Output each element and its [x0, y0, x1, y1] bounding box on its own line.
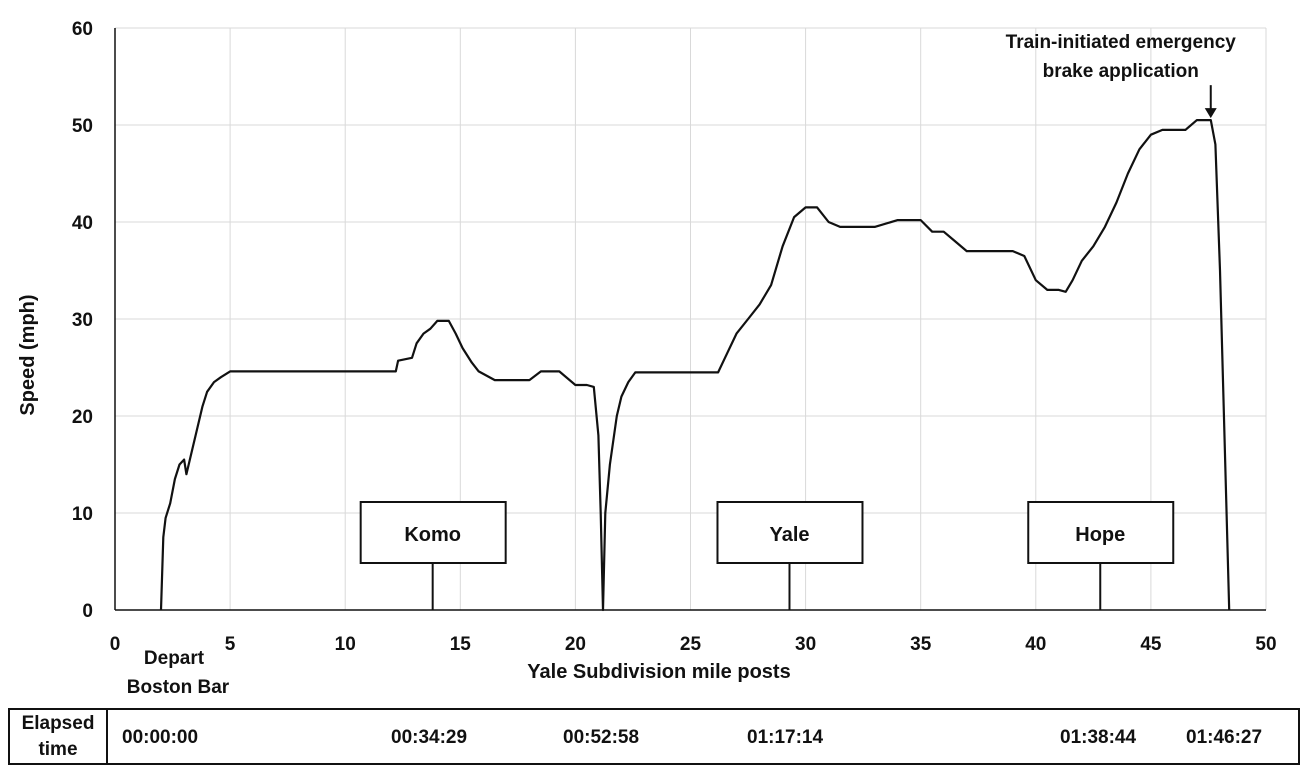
y-tick-label: 30	[72, 310, 93, 331]
x-tick-labels: 0 5 10 15 20 25 30 35 40 45 50	[110, 634, 1277, 655]
y-axis-title: Speed (mph)	[17, 294, 39, 415]
x-tick-label: 15	[450, 634, 472, 655]
elapsed-value: 00:00:00	[122, 727, 199, 748]
annotation-arrowhead	[1204, 108, 1217, 119]
x-axis-title: Yale Subdivision mile posts	[527, 661, 790, 683]
y-tick-label: 40	[72, 213, 93, 234]
location-label: Yale	[769, 524, 809, 546]
elapsed-value: 01:17:14	[747, 727, 824, 748]
x-tick-label: 35	[910, 634, 932, 655]
location-box	[716, 501, 864, 564]
location-box	[359, 501, 507, 564]
annotation-text-line: Train-initiated emergency	[1006, 32, 1237, 53]
elapsed-value: 01:46:27	[1186, 727, 1263, 748]
x-tick-label: 20	[565, 634, 586, 655]
depart-label: Depart Boston Bar	[127, 648, 230, 698]
x-tick-label: 40	[1025, 634, 1046, 655]
location-markers: Komo Yale Hope	[359, 501, 1175, 610]
gridlines	[115, 27, 1267, 610]
elapsed-label-line-2: time	[38, 739, 78, 760]
elapsed-label-line-1: Elapsed	[21, 713, 95, 734]
x-tick-label: 45	[1140, 634, 1162, 655]
x-tick-label: 10	[335, 634, 356, 655]
y-tick-label: 0	[82, 601, 93, 622]
x-tick-label: 0	[110, 634, 121, 655]
speed-series-line	[159, 119, 1231, 612]
elapsed-value: 01:38:44	[1060, 727, 1137, 748]
elapsed-time-label: Elapsed time	[10, 710, 108, 763]
annotation-text-line: brake application	[1043, 61, 1199, 82]
location-label: Komo	[404, 524, 461, 546]
speed-chart: 0 5 10 15 20 25 30 35 40 45 50 0 10 20 30 40 50 60 Komo Y…	[17, 19, 1277, 698]
y-tick-label: 50	[72, 116, 93, 137]
elapsed-value: 00:52:58	[563, 727, 640, 748]
depart-label-line-2: Boston Bar	[127, 677, 230, 698]
x-tick-label: 5	[225, 634, 236, 655]
y-tick-label: 60	[72, 19, 93, 40]
x-tick-label: 25	[680, 634, 702, 655]
location-label: Hope	[1075, 524, 1125, 546]
elapsed-value: 00:34:29	[391, 727, 468, 748]
depart-label-line-1: Depart	[144, 648, 205, 669]
y-tick-labels: 0 10 20 30 40 50 60	[72, 19, 93, 622]
x-tick-label: 30	[795, 634, 816, 655]
y-tick-label: 10	[72, 504, 93, 525]
elapsed-time-table: Elapsed time 00:00:00 00:34:29 00:52:58 …	[8, 708, 1300, 765]
location-box	[1027, 501, 1175, 564]
axes	[114, 28, 1266, 611]
annotation: Train-initiated emergency brake applicati…	[1006, 32, 1237, 119]
y-tick-label: 20	[72, 407, 93, 428]
x-tick-label: 50	[1255, 634, 1276, 655]
